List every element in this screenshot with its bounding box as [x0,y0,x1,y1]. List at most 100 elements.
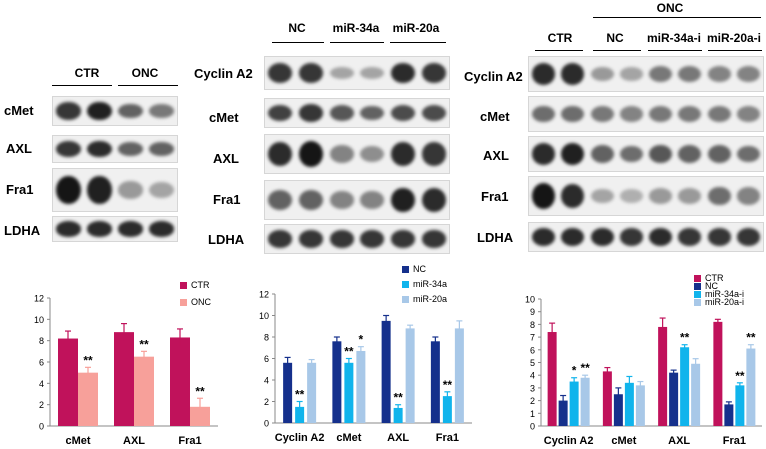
bar [580,377,590,426]
lane-header-onc-group: ONC [656,1,684,15]
x-tick-label: AXL [123,435,145,447]
bar [547,332,557,426]
blot-band [360,105,385,121]
blot-band [532,105,556,123]
bar [658,326,668,426]
bar [134,356,154,426]
bar [635,385,645,426]
lane-header-nc: NC [606,31,624,45]
blot-strip [264,134,450,174]
legend-label: miR-20a-i [705,297,744,307]
blot-band [649,65,673,83]
bar [680,347,690,426]
x-tick-label: AXL [387,432,409,444]
blot-band [268,63,293,83]
legend-label: NC [413,264,426,274]
blot-band [87,176,112,204]
blot-label-ldha: LDHA [477,230,514,245]
bar [114,332,134,426]
blot-band [149,104,174,118]
blot-band [421,142,446,166]
bar [691,363,701,426]
blot-band [329,191,354,209]
blot-band [678,65,702,83]
y-tick-label: 10 [34,315,44,325]
y-tick-label: 3 [530,383,535,393]
legend-swatch [180,299,187,306]
x-tick-label: Fra1 [436,432,459,444]
blot-band [707,186,731,206]
bar [558,400,568,426]
y-tick-label: 10 [259,311,269,321]
legend-label: CTR [705,273,724,283]
bar [430,341,440,423]
blot-band [87,140,112,158]
blot-band [268,190,293,210]
onc-group-underline [593,17,761,18]
header-underline-mir-20a [390,42,446,43]
blot-band [561,142,585,166]
header-underline-onc [118,85,178,86]
blot-band [590,228,614,246]
blot-band [649,188,673,204]
blot-band [532,63,556,85]
header-underline-nc [593,50,641,51]
blot-strip [52,96,178,126]
blot-band [56,141,81,157]
blot-strip [264,98,450,128]
blot-band [299,141,323,167]
y-tick-label: 4 [39,379,44,389]
blot-band [707,105,731,123]
legend-swatch [402,296,409,303]
bar [724,404,734,426]
significance-marker: ** [83,353,93,367]
significance-marker: ** [139,337,149,351]
lane-header-mir-20a-i: miR-20a-i [706,31,762,45]
blot-band [532,143,556,165]
blot-band [736,145,760,163]
bar [454,328,464,423]
bar [735,385,745,426]
bar [405,328,415,423]
bar [381,320,391,423]
bar [569,381,579,426]
bar [58,338,78,426]
bar [613,394,623,426]
y-tick-label: 8 [39,336,44,346]
blot-label-cmet: cMet [480,109,510,124]
bar [713,321,723,426]
blot-band [56,221,81,237]
blot-band [736,106,760,122]
blot-strip [528,176,764,216]
x-tick-label: cMet [65,435,90,447]
significance-marker: ** [580,361,590,375]
blot-band [532,228,556,246]
blot-band [736,228,760,246]
blot-band [329,230,354,248]
blot-label-axl: AXL [483,148,509,163]
bar [295,406,305,423]
legend-swatch [694,283,701,290]
blot-band [329,66,354,80]
bar [332,341,342,423]
header-underline-ctr [52,85,112,86]
y-tick-label: 4 [264,376,269,386]
blot-band [421,63,446,83]
significance-marker: * [572,364,577,378]
y-tick-label: 12 [34,294,44,304]
blot-band [149,181,174,199]
blot-band [299,190,323,210]
y-tick-label: 0 [530,422,535,432]
blot-band [118,103,143,119]
blot-band [561,183,585,208]
header-underline-nc [272,42,324,43]
header-underline-mir-34a-i [648,50,702,51]
blot-strip [264,56,450,90]
blot-strip [264,224,450,254]
y-tick-label: 8 [264,333,269,343]
y-tick-label: 6 [264,354,269,364]
lane-header-ctr: CTR [74,66,100,80]
blot-band [268,141,293,166]
x-tick-label: Fra1 [178,435,201,447]
